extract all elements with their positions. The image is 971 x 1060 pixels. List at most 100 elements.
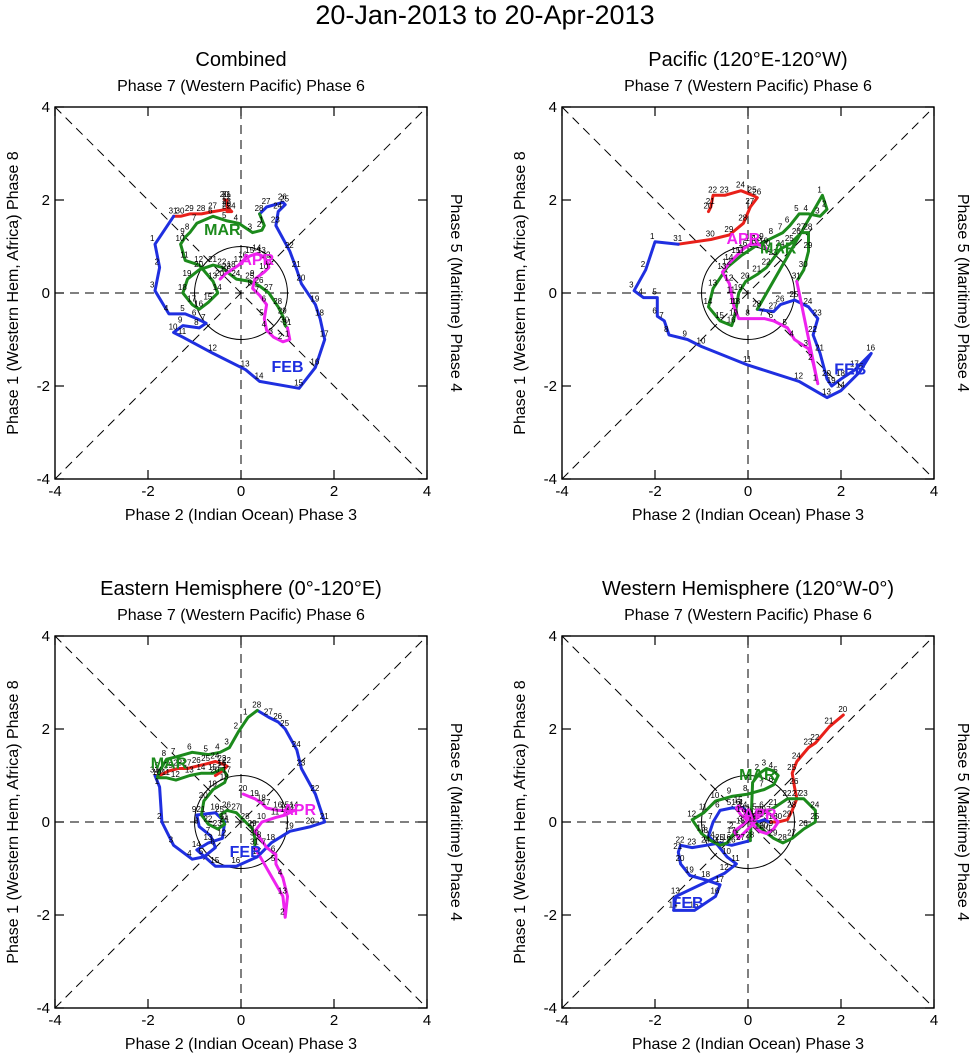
y-axis-label-left: Phase 1 (Western Hem, Africa) Phase 8 [512, 151, 529, 434]
x-tick-label: 4 [930, 1012, 938, 1029]
day-label: 15 [208, 763, 217, 772]
day-label: 17 [187, 295, 196, 304]
series-line-mar [155, 708, 259, 850]
day-label: 21 [222, 190, 231, 199]
day-label: 3 [738, 814, 743, 823]
day-label: 26 [790, 777, 799, 786]
day-label: 7 [708, 812, 713, 821]
y-axis-label-right: Phase 5 (Maritime) Phase 4 [447, 723, 464, 921]
month-label: MAR [739, 767, 776, 784]
series-line-jan [767, 713, 845, 824]
day-label: 3 [762, 759, 767, 768]
day-label: 22 [810, 733, 819, 742]
day-label: 21 [706, 197, 715, 206]
day-label: 24 [701, 835, 710, 844]
day-label: 24 [736, 181, 745, 190]
day-label: 30 [759, 821, 768, 830]
day-label: 6 [759, 800, 764, 809]
day-label: 5 [180, 304, 185, 313]
x-axis-label: Phase 2 (Indian Ocean) Phase 3 [632, 507, 864, 524]
month-label: MAR [151, 756, 188, 773]
day-label: 1 [817, 185, 822, 194]
day-label: 4 [769, 761, 774, 770]
day-label: 6 [715, 800, 720, 809]
day-label: 14 [213, 283, 222, 292]
day-label: 30 [176, 206, 185, 215]
day-label: 2 [280, 907, 285, 916]
y-axis-label-right: Phase 5 (Maritime) Phase 4 [447, 194, 464, 392]
day-label: 7 [759, 779, 764, 788]
day-label: 22 [203, 814, 212, 823]
day-label: 15 [690, 900, 699, 909]
day-label: 4 [215, 742, 220, 751]
day-label: 1 [748, 772, 753, 781]
day-label: 13 [185, 766, 194, 775]
day-label: 6 [271, 845, 276, 854]
day-label: 24 [220, 814, 229, 823]
day-label: 30 [250, 828, 259, 837]
day-label: 18 [743, 810, 752, 819]
series-line-jan [153, 760, 229, 777]
day-label: 16 [217, 759, 226, 768]
day-label: 9 [178, 316, 183, 325]
day-label: 12 [208, 343, 217, 352]
day-label: 29 [769, 828, 778, 837]
day-label: 3 [169, 835, 174, 844]
day-label: 25 [790, 290, 799, 299]
day-label: 4 [638, 288, 643, 297]
day-label: 1 [155, 777, 160, 786]
day-label: 26 [776, 295, 785, 304]
day-label: 21 [292, 260, 301, 269]
x-tick-label: -4 [48, 483, 61, 500]
day-label: 19 [208, 779, 217, 788]
day-label: 10 [210, 803, 219, 812]
day-label: 18 [701, 870, 710, 879]
day-label: 30 [706, 230, 715, 239]
day-label: 16 [722, 833, 731, 842]
day-label: 12 [171, 770, 180, 779]
day-label: 21 [217, 761, 226, 770]
y-tick-label: 2 [42, 192, 50, 209]
day-label: 10 [697, 336, 706, 345]
day-label: 3 [815, 206, 820, 215]
day-label: 29 [724, 225, 733, 234]
day-label: 24 [292, 740, 301, 749]
top-axis-label: Phase 7 (Western Pacific) Phase 6 [624, 607, 872, 624]
series-line-mar [707, 193, 829, 328]
day-label: 31 [764, 812, 773, 821]
day-label: 12 [280, 805, 289, 814]
day-label: 10 [710, 791, 719, 800]
day-label: 5 [783, 318, 788, 327]
day-label: 4 [234, 213, 239, 222]
series-line-feb [153, 708, 327, 868]
day-label: 9 [192, 805, 197, 814]
day-label: 8 [769, 227, 774, 236]
day-label: 13 [208, 271, 217, 280]
day-label: 19 [685, 865, 694, 874]
day-label: 29 [783, 810, 792, 819]
day-label: 28 [752, 299, 761, 308]
day-label: 9 [759, 232, 764, 241]
day-label: 11 [743, 355, 752, 364]
x-axis-label: Phase 2 (Indian Ocean) Phase 3 [125, 1036, 357, 1053]
panel-title: Pacific (120°E-120°W) [648, 49, 847, 71]
day-label: 15 [715, 311, 724, 320]
day-label: 8 [664, 325, 669, 334]
top-axis-label: Phase 7 (Western Pacific) Phase 6 [117, 78, 365, 95]
day-label: 1 [278, 886, 283, 895]
day-label: 13 [708, 278, 717, 287]
day-label: 6 [652, 306, 657, 315]
day-label: 5 [222, 211, 227, 220]
day-label: 21 [673, 842, 682, 851]
panel-title: Combined [195, 49, 286, 71]
month-label: MAR [204, 222, 241, 239]
day-label: 14 [669, 900, 678, 909]
x-tick-label: -4 [555, 1012, 568, 1029]
day-label: 17 [729, 309, 738, 318]
day-label: 2 [729, 821, 734, 830]
top-axis-label: Phase 7 (Western Pacific) Phase 6 [117, 607, 365, 624]
day-label: 11 [178, 327, 187, 336]
y-axis-label-right: Phase 5 (Maritime) Phase 4 [954, 194, 971, 392]
day-label: 2 [257, 220, 262, 229]
